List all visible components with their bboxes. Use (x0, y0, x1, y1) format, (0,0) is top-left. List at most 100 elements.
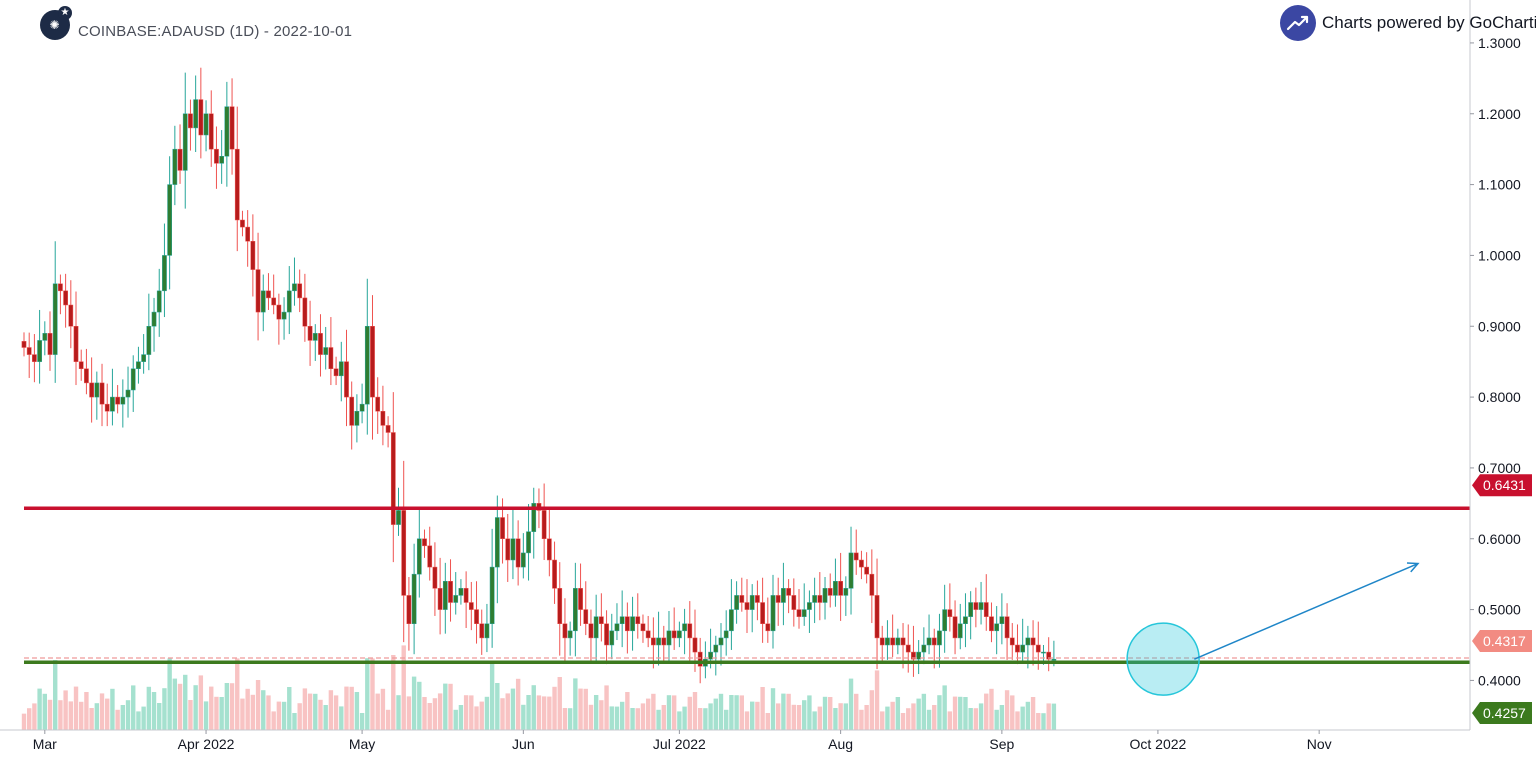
volume-bar (105, 698, 110, 730)
volume-bar (854, 693, 859, 730)
x-tick-label: Jul 2022 (653, 736, 706, 752)
candle-body (583, 609, 589, 624)
candle-body (182, 113, 188, 171)
candle-body (73, 326, 79, 362)
volume-bar (885, 706, 890, 730)
candle-body (172, 148, 178, 185)
candle-body (188, 113, 193, 129)
volume-bar (479, 701, 484, 730)
volume-bar (266, 695, 271, 730)
candle-body (869, 573, 875, 596)
volume-bar (396, 695, 401, 730)
volume-bar (157, 703, 162, 730)
y-tick-label: 0.5000 (1478, 602, 1521, 618)
volume-bar (1015, 711, 1020, 730)
volume-bar (1041, 713, 1046, 730)
candle-body (411, 573, 417, 625)
candle-body (130, 368, 136, 391)
volume-bar (391, 655, 396, 730)
volume-bar (219, 697, 224, 730)
volume-bar (261, 690, 266, 730)
volume-bar (474, 706, 479, 730)
volume-bar (1036, 713, 1041, 730)
candle-body (588, 623, 594, 639)
candle-body (630, 616, 635, 632)
candle-body (578, 588, 583, 610)
candle-body (531, 503, 537, 532)
y-tick-label: 1.3000 (1478, 35, 1521, 51)
volume-bar (110, 688, 115, 730)
candle-body (682, 623, 687, 632)
candle-body (609, 630, 615, 646)
volume-bar (448, 683, 453, 730)
candle-body (994, 623, 1000, 632)
volume-bar (53, 660, 58, 730)
volume-bar (828, 697, 833, 730)
candle-body (458, 588, 464, 596)
volume-bar (510, 688, 516, 730)
candle-body (879, 637, 885, 646)
candle-body (895, 637, 901, 646)
candle-body (765, 623, 771, 632)
candle-body (359, 403, 365, 412)
volume-bar (723, 709, 729, 730)
candle-body (463, 588, 469, 603)
volume-bar (385, 709, 391, 730)
volume-bar (604, 685, 609, 730)
candle-body (614, 623, 620, 632)
volume-bar (432, 698, 438, 730)
candle-body (276, 304, 282, 320)
volume-bar (37, 688, 42, 730)
candle-body (599, 616, 604, 625)
volume-bar (235, 658, 240, 730)
candle-body (817, 595, 823, 603)
volume-bar (63, 690, 68, 730)
candle-body (822, 588, 828, 603)
y-tick-label: 1.0000 (1478, 247, 1521, 263)
volume-bar (874, 670, 880, 730)
highlight-circle (1126, 622, 1200, 696)
volume-bar (131, 685, 136, 730)
candle-body (58, 283, 63, 292)
brand-badge[interactable]: Charts powered by GoCharting (1280, 5, 1536, 41)
volume-bar (869, 690, 875, 730)
volume-bar (770, 688, 776, 730)
volume-bar (521, 704, 526, 730)
candle-body (234, 148, 240, 221)
volume-bar (281, 701, 287, 730)
volume-bar (229, 683, 235, 730)
volume-bar (365, 658, 370, 730)
y-tick-label: 1.2000 (1478, 106, 1521, 122)
candle-body (219, 156, 225, 164)
candle-body (344, 361, 349, 398)
candle-body (786, 588, 791, 596)
volume-bar (443, 683, 448, 730)
volume-bar (406, 696, 412, 730)
volume-bar (859, 709, 864, 730)
candle-body (271, 297, 277, 306)
candle-body (848, 552, 854, 589)
volume-bar (214, 696, 219, 730)
volume-bar (635, 708, 640, 730)
candle-body (453, 595, 459, 603)
volume-bar (578, 688, 583, 730)
candle-body (260, 290, 266, 313)
candle-body (338, 361, 344, 377)
volume-bar (89, 708, 94, 730)
candle-body (843, 588, 849, 596)
candle-body (318, 333, 323, 355)
candle-body (713, 644, 719, 653)
candle-body (385, 425, 391, 433)
trend-arrow-line (1194, 562, 1419, 660)
candle-body (125, 389, 131, 398)
candle-body (422, 538, 427, 547)
volume-bar (718, 693, 724, 730)
volume-bar (609, 706, 614, 730)
volume-bar (344, 686, 349, 730)
volume-bar (339, 706, 344, 730)
candle-body (141, 354, 146, 362)
volume-bar (255, 680, 261, 730)
candle-body (827, 588, 833, 596)
volume-bar (812, 711, 817, 730)
